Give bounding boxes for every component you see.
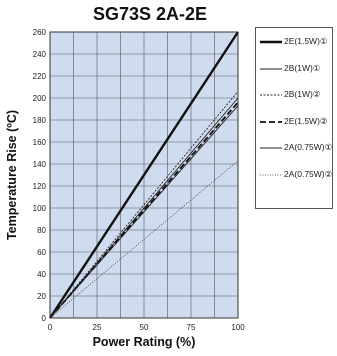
legend-item: 2B(1W)② (256, 87, 334, 105)
y-tick-label: 140 (33, 160, 47, 169)
y-tick-label: 60 (37, 248, 46, 257)
legend-item: 2A(0.75W)① (256, 140, 334, 158)
legend-label: 2E(1.5W)② (284, 115, 328, 126)
legend-swatch (260, 94, 282, 96)
legend-swatch (260, 68, 282, 69)
y-tick-label: 120 (33, 182, 47, 191)
y-axis-title: Temperature Rise (ºC) (5, 110, 19, 240)
legend-item: 2A(0.75W)② (256, 167, 334, 185)
y-tick-label: 220 (33, 72, 47, 81)
y-tick-label: 260 (33, 28, 47, 37)
x-tick-label: 50 (140, 323, 149, 332)
y-tick-label: 0 (42, 314, 47, 323)
legend-swatch (260, 174, 282, 175)
chart-title: SG73S 2A-2E (92, 4, 208, 24)
legend-label: 2A(0.75W)① (284, 142, 333, 152)
legend-item: 2B(1W)① (256, 61, 334, 79)
legend-item: 2E(1.5W)① (256, 34, 334, 52)
y-tick-label: 20 (37, 292, 46, 301)
x-axis-title: Power Rating (%) (93, 335, 196, 349)
x-tick-label: 100 (231, 323, 245, 332)
series-line-5 (49, 105, 239, 319)
legend-label: 2E(1.5W)① (284, 36, 328, 46)
legend-swatch (260, 40, 282, 44)
legend: 2E(1.5W)① 2B(1W)① 2B(1W)② 2E(1.5W)② 2A(0.75W… (255, 27, 333, 209)
y-tick-label: 80 (37, 226, 46, 235)
x-tick-label: 25 (93, 323, 102, 332)
x-tick-label: 0 (48, 323, 53, 332)
legend-swatch (260, 147, 282, 149)
series-line-1 (48, 31, 240, 319)
legend-label: 2B(1W)① (284, 62, 321, 73)
y-tick-label: 180 (33, 116, 47, 125)
legend-swatch (260, 120, 282, 123)
y-tick-label: 40 (37, 270, 46, 279)
y-tick-label: 100 (33, 204, 47, 213)
series-layer (48, 31, 240, 319)
y-tick-label: 160 (33, 138, 47, 147)
series-line-3 (49, 91, 239, 319)
x-tick-label: 75 (187, 323, 196, 332)
series-line-6 (49, 160, 239, 319)
tick-labels: 0 20 40 60 80 100 120 140 160 180 200 220 240 260 0 25 5… (33, 28, 246, 332)
plot-frame (49, 31, 239, 319)
legend-item: 2E(1.5W)② (256, 114, 334, 132)
legend-label: 2B(1W)② (284, 89, 321, 99)
legend-label: 2A(0.75W)② (284, 168, 333, 179)
y-tick-label: 200 (33, 94, 47, 103)
y-tick-label: 240 (33, 50, 47, 59)
